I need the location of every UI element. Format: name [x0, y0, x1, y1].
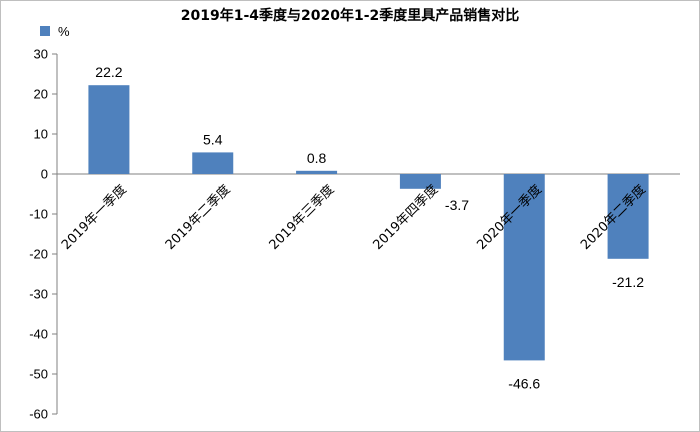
y-tick-label: 30 [34, 47, 48, 62]
data-label: 22.2 [95, 64, 122, 80]
legend-swatch [40, 26, 50, 36]
category-labels: 2019年一季度 2019年二季度 2019年三季度 2019年四季度 2020年一季度… [58, 182, 649, 253]
y-tick-label: -20 [29, 247, 48, 262]
category-label: 2019年一季度 [58, 182, 129, 253]
y-tick-label: -40 [29, 327, 48, 342]
data-label: 0.8 [307, 150, 327, 166]
y-tick-label: -50 [29, 367, 48, 382]
y-tick-label: 10 [34, 127, 48, 142]
data-labels: 22.2 5.4 0.8 -3.7 -46.6 -21.2 [95, 64, 644, 391]
y-tick-label: 20 [34, 87, 48, 102]
bar [296, 170, 338, 174]
category-label: 2019年二季度 [162, 182, 233, 253]
data-label: 5.4 [203, 131, 223, 147]
bar [503, 174, 545, 361]
data-label: -21.2 [612, 274, 644, 290]
legend-label: % [58, 24, 70, 39]
legend: % [40, 24, 70, 39]
bar [399, 174, 441, 189]
y-tick-label: -60 [29, 407, 48, 422]
y-tick-label: -10 [29, 207, 48, 222]
data-label: -46.6 [508, 375, 540, 391]
bar [192, 152, 234, 174]
category-label: 2019年三季度 [266, 182, 337, 253]
bars [88, 85, 649, 361]
y-tick-label: 0 [41, 167, 48, 182]
y-tick-label: -30 [29, 287, 48, 302]
bar [88, 85, 130, 174]
bar [607, 174, 649, 259]
data-label: -3.7 [445, 197, 469, 213]
category-label: 2019年四季度 [370, 182, 441, 253]
y-axis-ticks: 30 20 10 0 -10 -20 -30 -40 -50 -60 [29, 47, 57, 422]
chart-title: 2019年1-4季度与2020年1-2季度里具产品销售对比 [181, 7, 520, 24]
